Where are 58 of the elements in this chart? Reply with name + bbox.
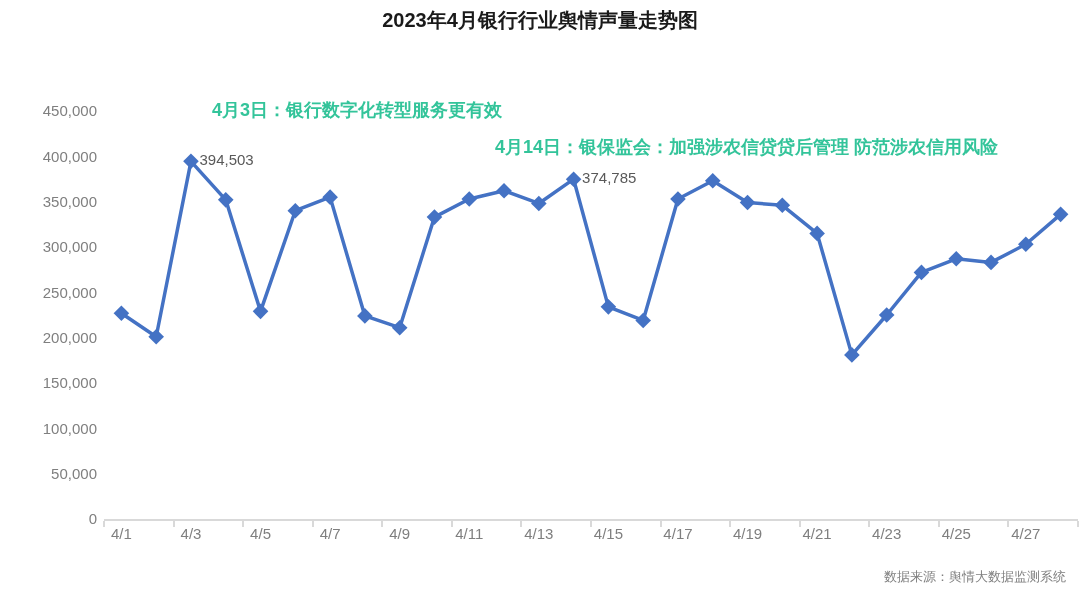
y-tick-label: 200,000 bbox=[42, 328, 97, 346]
annotation: 4月14日：银保监会：加强涉农信贷贷后管理 防范涉农信用风险 bbox=[495, 137, 1000, 157]
point bbox=[844, 347, 860, 363]
x-tick-label: 4/27 bbox=[1011, 524, 1041, 542]
point bbox=[217, 192, 234, 208]
point bbox=[670, 191, 686, 207]
point bbox=[461, 191, 478, 207]
x-tick-label: 4/25 bbox=[941, 524, 971, 542]
x-tick-label: 4/7 bbox=[319, 524, 341, 542]
annotation: 4月3日：银行数字化转型服务更有效 bbox=[212, 100, 504, 120]
point bbox=[565, 171, 582, 187]
x-tick-label: 4/9 bbox=[389, 524, 411, 542]
point bbox=[1018, 236, 1034, 253]
point bbox=[774, 197, 791, 214]
point bbox=[913, 264, 930, 281]
x-tick-label: 4/21 bbox=[802, 524, 832, 542]
source-note: 数据来源：舆情大数据监测系统 bbox=[884, 569, 1066, 584]
y-tick-label: 400,000 bbox=[42, 147, 97, 165]
point bbox=[739, 194, 756, 211]
y-tick-label: 350,000 bbox=[42, 192, 97, 210]
point bbox=[948, 250, 965, 267]
point bbox=[809, 225, 825, 242]
point bbox=[878, 307, 895, 323]
x-tick-label: 4/11 bbox=[455, 524, 484, 542]
y-tick-label: 0 bbox=[88, 510, 97, 528]
point bbox=[1052, 206, 1069, 223]
point bbox=[531, 195, 547, 212]
data-label: 374,785 bbox=[582, 168, 637, 186]
point bbox=[183, 153, 199, 170]
y-tick-label: 250,000 bbox=[42, 283, 97, 301]
data-label: 394,503 bbox=[199, 151, 254, 169]
x-tick-label: 4/13 bbox=[524, 524, 554, 542]
chart-title: 2023年4月银行行业舆情声量走势图 bbox=[382, 9, 698, 31]
point bbox=[357, 308, 373, 324]
point bbox=[496, 182, 512, 199]
y-tick-label: 150,000 bbox=[42, 374, 97, 392]
point bbox=[983, 254, 999, 271]
point bbox=[704, 173, 721, 189]
point bbox=[426, 209, 443, 225]
point bbox=[322, 189, 338, 205]
x-tick-label: 4/17 bbox=[663, 524, 693, 542]
point bbox=[287, 202, 304, 219]
point bbox=[113, 305, 130, 321]
y-tick-label: 450,000 bbox=[42, 102, 97, 120]
x-tick-label: 4/5 bbox=[250, 524, 271, 542]
x-tick-label: 4/19 bbox=[732, 524, 763, 542]
x-tick-label: 4/3 bbox=[180, 524, 202, 542]
point bbox=[600, 299, 617, 315]
y-tick-label: 50,000 bbox=[51, 464, 97, 482]
x-tick-label: 4/15 bbox=[593, 524, 623, 542]
y-tick-label: 300,000 bbox=[42, 238, 97, 256]
y-tick-label: 100,000 bbox=[42, 419, 97, 437]
point bbox=[252, 303, 269, 320]
x-tick-label: 4/1 bbox=[110, 524, 132, 542]
point bbox=[635, 312, 651, 329]
point bbox=[148, 328, 164, 345]
x-tick-label: 4/23 bbox=[872, 524, 902, 542]
point bbox=[391, 319, 408, 336]
